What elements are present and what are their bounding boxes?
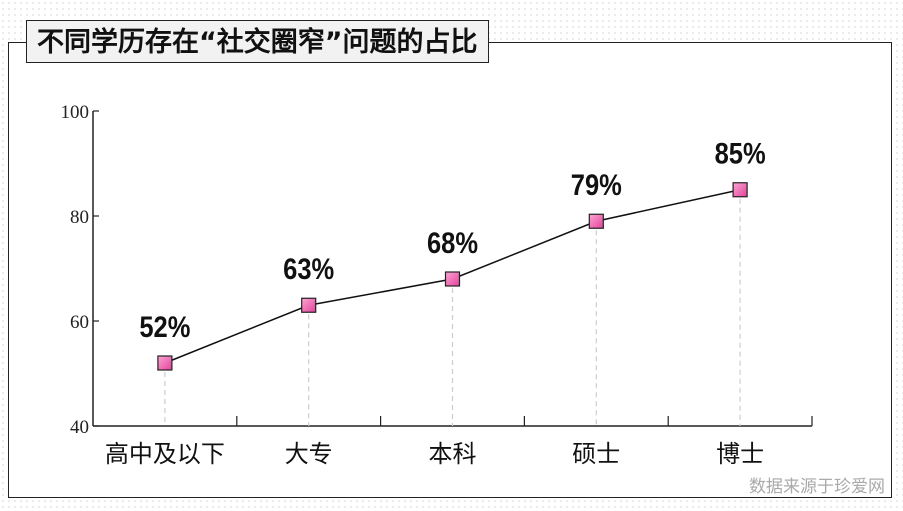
y-tick-label: 40 [70,417,89,438]
y-tick-label: 80 [70,207,89,228]
chart-frame [8,42,892,498]
data-label: 52% [139,310,190,343]
x-tick-label: 高中及以下 [105,440,225,468]
data-point [732,182,748,198]
x-tick-label: 硕士 [572,440,620,468]
x-tick-label: 博士 [716,440,764,468]
y-tick-label: 100 [61,102,90,123]
x-tick-label: 大专 [285,440,333,468]
data-label: 79% [571,168,622,201]
x-tick-label: 本科 [429,440,477,468]
chart-title: 不同学历存在“社交圈窄”问题的占比 [26,20,489,63]
data-point [301,297,317,313]
data-point [157,355,173,371]
data-label: 63% [283,252,334,285]
source-note: 数据来源于珍爱网 [749,477,885,497]
data-point [444,271,461,287]
data-point [588,213,604,229]
data-label: 85% [715,137,766,170]
data-label: 68% [427,226,478,259]
y-tick-label: 60 [70,312,89,333]
